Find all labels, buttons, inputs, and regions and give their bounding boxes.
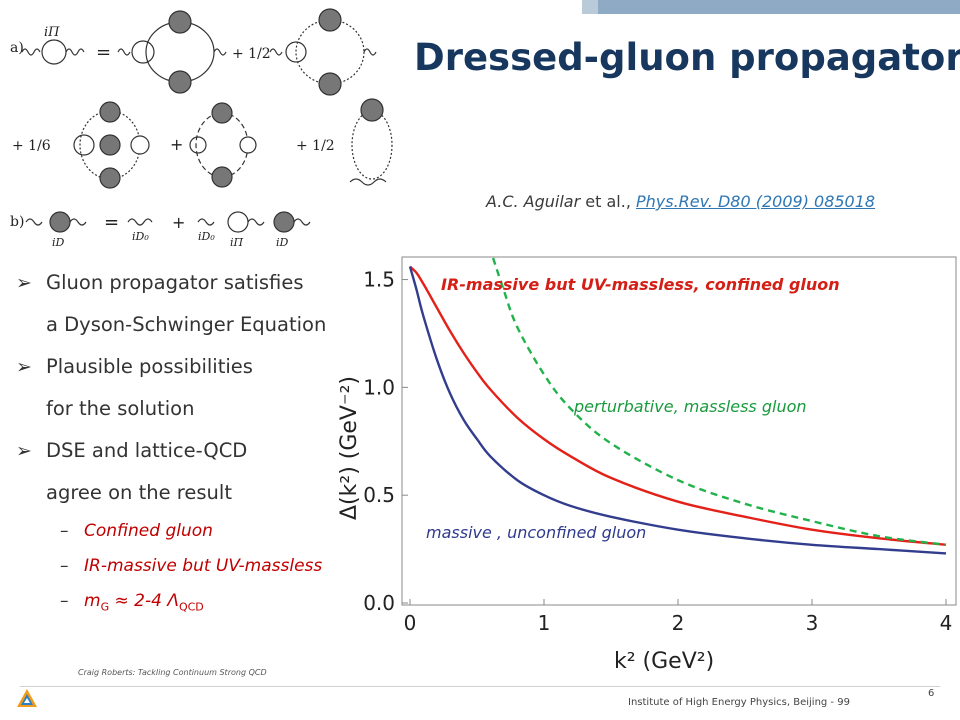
dse-chain: [197, 211, 311, 233]
bullet-3-line2: agree on the result: [46, 481, 232, 504]
citation: A.C. Aguilar et al., Phys.Rev. D80 (2009…: [486, 192, 875, 211]
y-axis-label: Δ(k²) (GeV⁻²): [337, 376, 362, 520]
lhs-id-label: iD: [52, 236, 65, 249]
sunset-diagram: [73, 101, 150, 189]
sub-bullet-2: – IR-massive but UV-massless: [60, 556, 323, 576]
page-number: 6: [928, 688, 935, 699]
series-label-confined: IR-massive but UV-massless, confined glu…: [441, 275, 840, 294]
quark-loop-diagram: [117, 10, 227, 94]
bullet-1: ➢ Gluon propagator satisfies: [16, 262, 396, 304]
self-energy-lhs: [21, 39, 85, 65]
series-line-confined: [409, 265, 947, 546]
citation-link[interactable]: Phys.Rev. D80 (2009) 085018: [635, 192, 876, 211]
citation-authors: A.C. Aguilar: [486, 192, 581, 211]
arrow-bullet-icon: ➢: [16, 356, 32, 378]
x-tick-label: 1: [538, 611, 551, 635]
dressed-propagator-lhs: [25, 211, 87, 233]
mass-symbol: m: [84, 591, 101, 611]
bare-propagator: [127, 218, 153, 226]
id-label-b: iD: [276, 236, 289, 249]
equals-b: =: [104, 212, 119, 233]
mass-range: ≈ 2-4 Λ: [109, 591, 179, 611]
bullet-3-cont: agree on the result: [16, 472, 396, 514]
bullet-3: ➢ DSE and lattice-QCD: [16, 430, 396, 472]
bullet-2-line2: for the solution: [46, 397, 195, 420]
arrow-bullet-icon: ➢: [16, 272, 32, 294]
ghost-loop-diagram: [189, 102, 257, 188]
slide-title: Dressed-gluon propagator: [414, 36, 960, 79]
sub-bullet-1: – Confined gluon: [60, 521, 213, 541]
institution-logo-icon: [17, 689, 37, 707]
plus-half-a: + 1/2: [232, 46, 271, 62]
sub-bullet-2-text: IR-massive but UV-massless: [84, 556, 323, 576]
feynman-diagrams: a) b) iΠ = + 1/2 + 1/6 +: [10, 8, 393, 249]
arrow-bullet-icon: ➢: [16, 440, 32, 462]
series-line-massive: [408, 266, 947, 555]
equals-a: =: [96, 42, 111, 63]
sub-bullet-3: – mG ≈ 2-4 ΛQCD: [60, 591, 204, 614]
plus-b2: +: [172, 213, 185, 232]
footer-institute: Institute of High Energy Physics, Beijin…: [628, 697, 850, 708]
sub-bullet-1-text: Confined gluon: [84, 521, 213, 541]
gluon-loop-diagram-a: [269, 8, 377, 96]
y-tick-label: 1.5: [363, 268, 395, 292]
row-b-label: b): [10, 214, 24, 230]
plus-half-b: + 1/2: [296, 138, 335, 154]
x-tick-label: 2: [672, 611, 685, 635]
mass-subscript: G: [100, 600, 110, 614]
footer-divider: [20, 686, 940, 687]
bullet-2-cont: for the solution: [16, 388, 396, 430]
bullet-1-line2: a Dyson-Schwinger Equation: [46, 313, 327, 336]
plus-sixth: + 1/6: [12, 138, 51, 154]
series-label-perturbative: perturbative, massless gluon: [573, 397, 807, 416]
d0-label-2: iD₀: [198, 230, 215, 243]
y-tick-label: 0.0: [363, 591, 395, 615]
x-tick-label: 4: [940, 611, 953, 635]
series-line-perturbative: [491, 257, 947, 546]
bullet-2-line1: Plausible possibilities: [46, 355, 253, 378]
bullet-1-cont: a Dyson-Schwinger Equation: [16, 304, 396, 346]
x-axis-label: k² (GeV²): [614, 649, 714, 674]
row-a-label: a): [10, 40, 24, 56]
bullet-list: ➢ Gluon propagator satisfies a Dyson-Schw…: [16, 262, 396, 624]
y-tick-label: 0.5: [363, 483, 395, 507]
lhs-ipi-label: iΠ: [44, 25, 60, 40]
x-tick-label: 0: [404, 611, 417, 635]
bullet-2: ➢ Plausible possibilities: [16, 346, 396, 388]
plus-b1: +: [170, 135, 183, 154]
bullet-3-line1: DSE and lattice-QCD: [46, 439, 248, 462]
y-tick-label: 1.0: [363, 375, 395, 399]
ipi-label-b: iΠ: [230, 236, 244, 249]
d0-label-1: iD₀: [132, 230, 149, 243]
lambda-subscript: QCD: [178, 600, 204, 614]
plot-frame: [401, 256, 957, 606]
footer-author: Craig Roberts: Tackling Continuum Strong…: [78, 668, 267, 677]
header-accent-bar: [598, 0, 960, 14]
citation-etal: et al.,: [580, 192, 636, 211]
tadpole-diagram: [349, 98, 393, 186]
bullet-1-line1: Gluon propagator satisfies: [46, 271, 304, 294]
x-tick-label: 3: [806, 611, 819, 635]
series-label-massive: massive , unconfined gluon: [426, 523, 646, 542]
header-accent-bar-light: [582, 0, 598, 14]
